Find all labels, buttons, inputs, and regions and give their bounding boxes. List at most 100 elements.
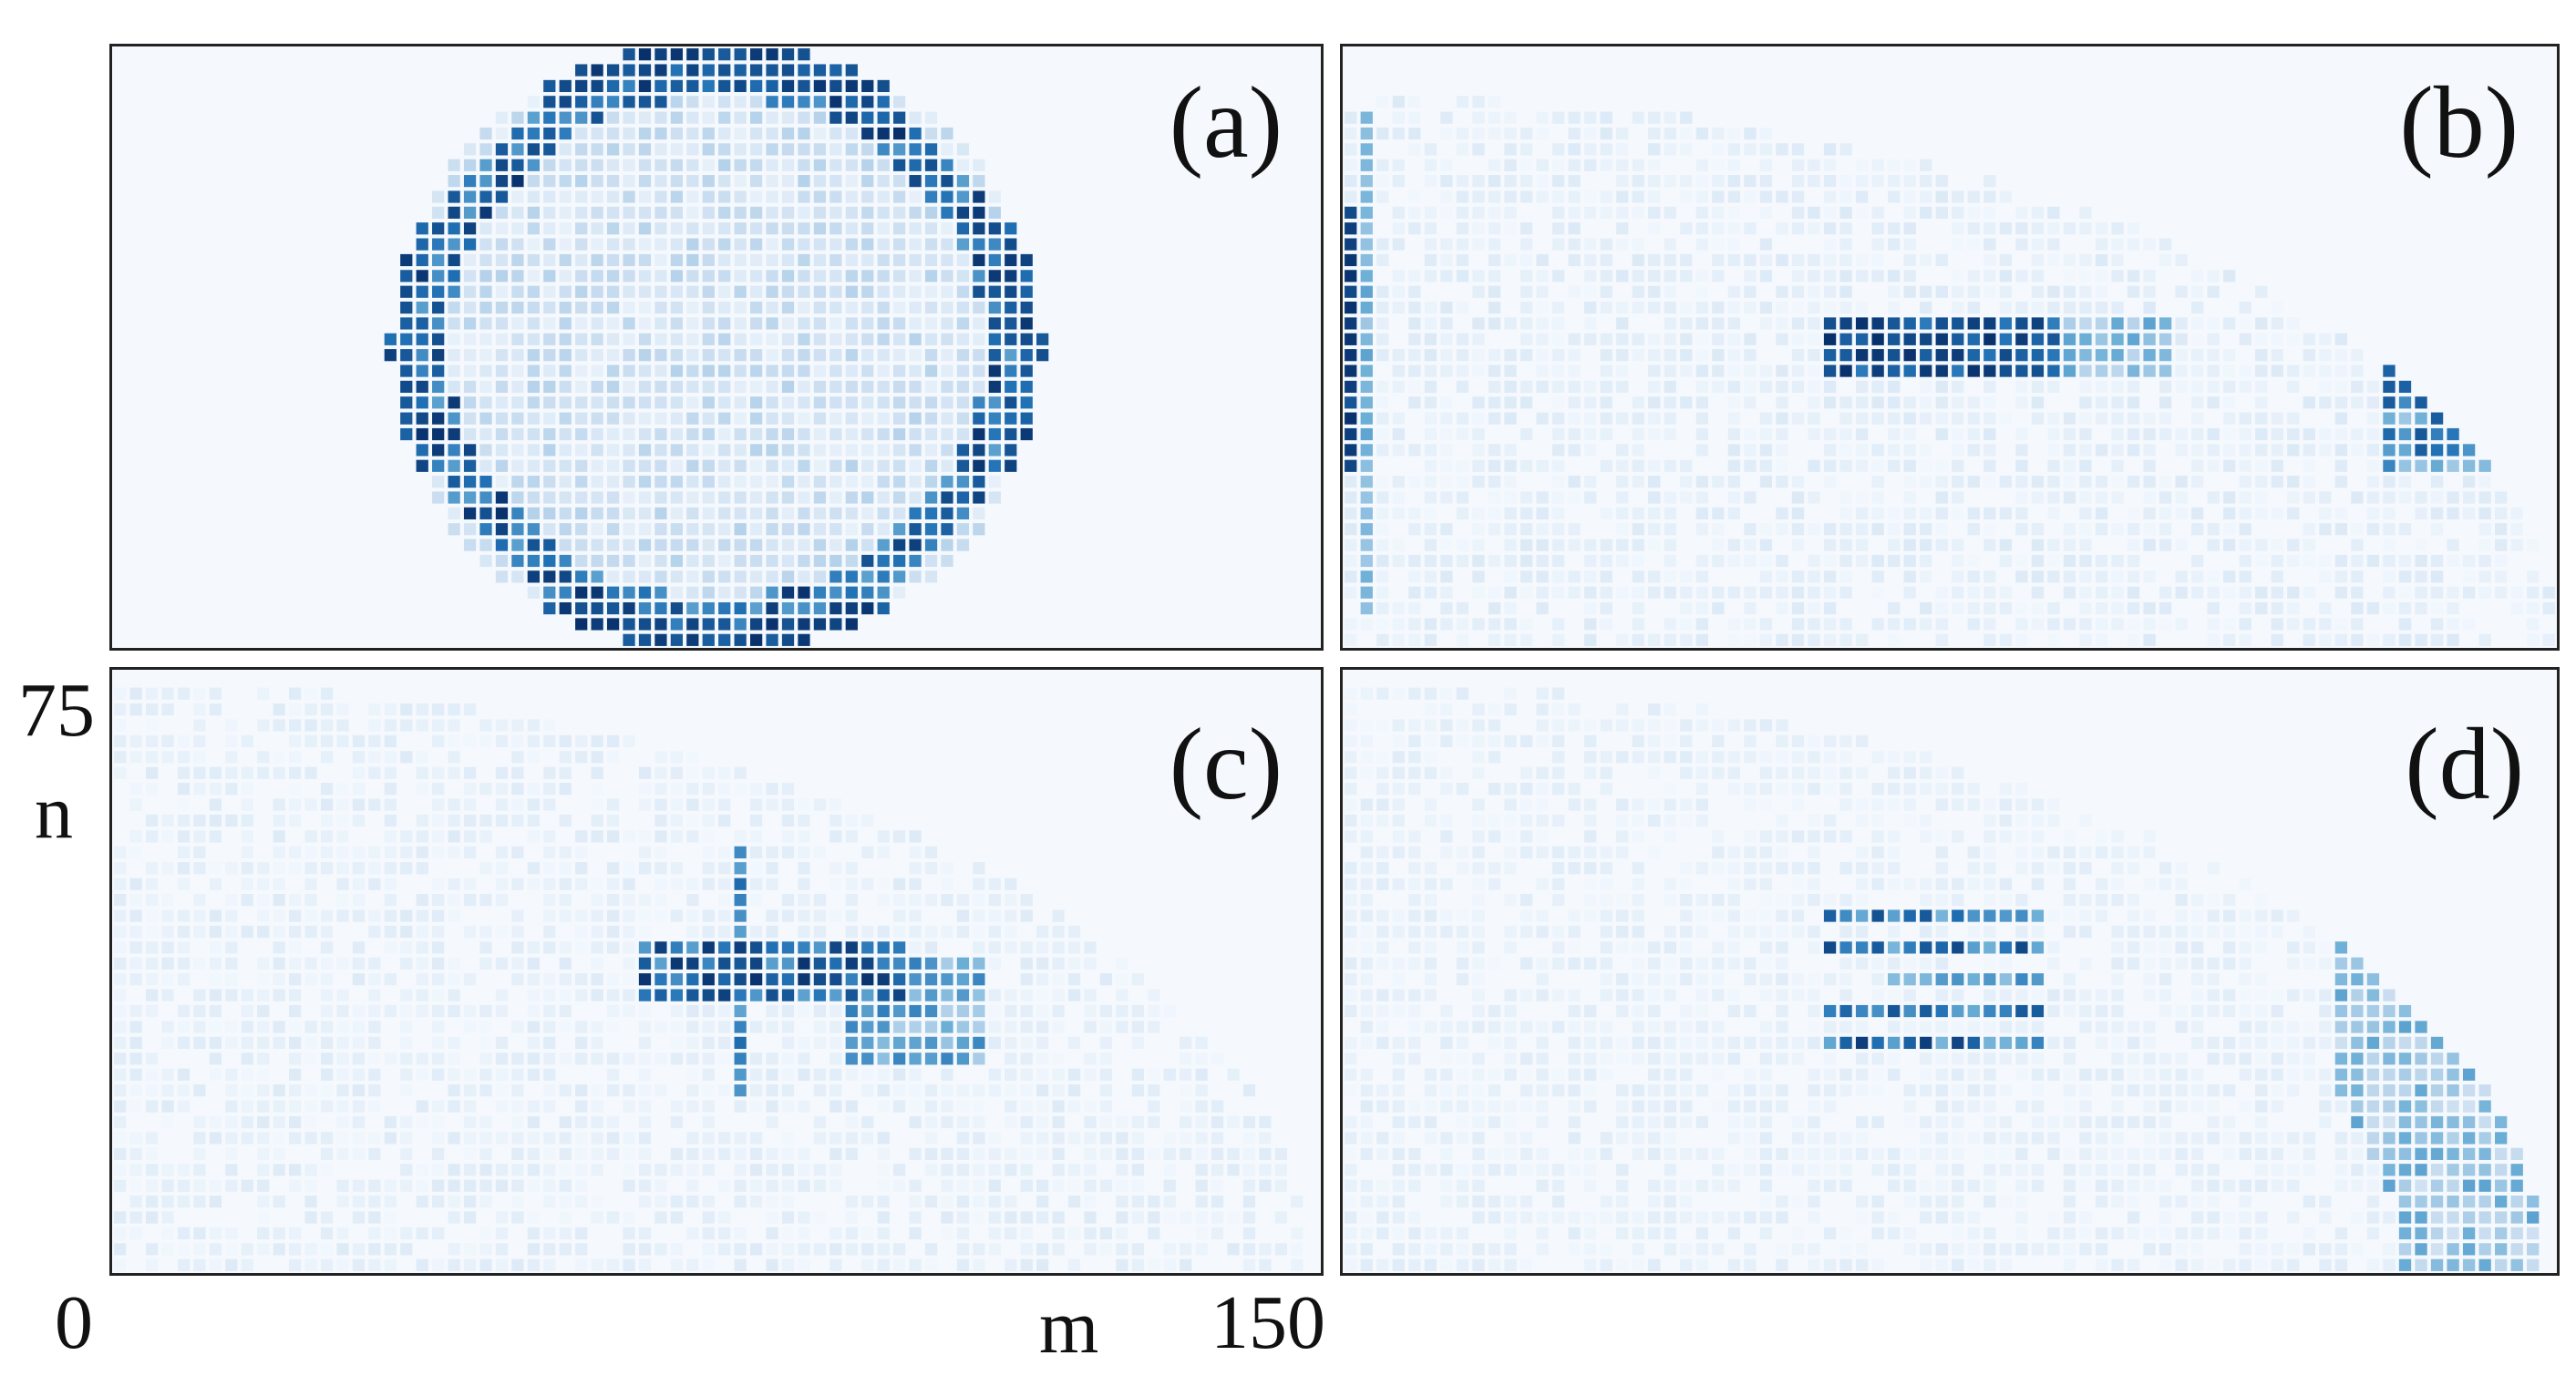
heatmap-cell: [527, 878, 540, 890]
heatmap-cell: [829, 96, 842, 108]
heatmap-cell: [2079, 459, 2092, 472]
heatmap-cell: [766, 570, 778, 583]
heatmap-cell: [2127, 285, 2140, 298]
heatmap-cell: [1967, 238, 1980, 251]
heatmap-cell: [813, 1084, 827, 1097]
heatmap-cell: [368, 1053, 381, 1065]
heatmap-cell: [877, 941, 890, 954]
heatmap-cell: [511, 143, 524, 156]
heatmap-cell: [1376, 719, 1389, 732]
heatmap-cell: [400, 427, 413, 441]
heatmap-cell: [941, 333, 953, 345]
heatmap-cell: [1632, 333, 1644, 345]
heatmap-cell: [766, 253, 778, 267]
heatmap-cell: [177, 1179, 191, 1192]
heatmap-cell: [2095, 523, 2108, 536]
heatmap-cell: [2175, 570, 2188, 583]
heatmap-cell: [1871, 253, 1884, 267]
heatmap-cell: [2366, 396, 2380, 409]
heatmap-cell: [1520, 301, 1533, 314]
heatmap-cell: [1744, 830, 1757, 843]
heatmap-cell: [845, 1021, 858, 1033]
heatmap-cell: [829, 1084, 842, 1097]
heatmap-cell: [1600, 111, 1613, 124]
heatmap-cell: [734, 618, 747, 631]
heatmap-cell: [718, 1227, 731, 1240]
heatmap-cell: [766, 301, 778, 314]
heatmap-cell: [1952, 427, 1964, 441]
heatmap-cell: [1887, 798, 1901, 811]
heatmap-cell: [2079, 349, 2092, 362]
heatmap-cell: [1345, 301, 1357, 314]
heatmap-cell: [1967, 798, 1980, 811]
heatmap-cell: [1600, 783, 1613, 796]
heatmap-cell: [861, 491, 874, 504]
heatmap-cell: [2047, 333, 2060, 345]
heatmap-cell: [813, 1243, 827, 1256]
heatmap-cell: [941, 444, 953, 457]
heatmap-cell: [973, 175, 985, 188]
heatmap-cell: [1776, 285, 1788, 298]
heatmap-cell: [1935, 507, 1948, 519]
heatmap-cell: [1392, 830, 1406, 843]
heatmap-cell: [623, 1100, 635, 1113]
heatmap-cell: [1920, 412, 1932, 425]
heatmap-cell: [2031, 618, 2045, 631]
heatmap-cell: [686, 111, 699, 124]
heatmap-cell: [988, 459, 1001, 472]
heatmap-cell: [1920, 159, 1932, 171]
heatmap-cell: [702, 941, 715, 954]
heatmap-cell: [1583, 734, 1597, 748]
heatmap-cell: [718, 1147, 731, 1160]
heatmap-cell: [988, 893, 1001, 907]
heatmap-cell: [1759, 143, 1773, 156]
heatmap-cell: [670, 751, 684, 764]
heatmap-cell: [909, 285, 922, 298]
heatmap-cell: [495, 270, 509, 282]
heatmap-cell: [495, 846, 509, 858]
heatmap-cell: [1424, 734, 1437, 748]
heatmap-cell: [575, 127, 588, 140]
heatmap-cell: [257, 989, 270, 1001]
heatmap-cell: [1376, 687, 1389, 700]
heatmap-cell: [432, 333, 445, 345]
heatmap-cell: [400, 380, 413, 394]
heatmap-cell: [1005, 1036, 1017, 1050]
heatmap-cell: [511, 349, 524, 362]
heatmap-cell: [2478, 523, 2491, 536]
heatmap-cell: [1823, 570, 1837, 583]
heatmap-cell: [591, 238, 603, 251]
heatmap-cell: [670, 396, 684, 409]
heatmap-cell: [2047, 238, 2060, 251]
heatmap-cell: [1036, 1132, 1049, 1145]
heatmap-cell: [145, 1243, 159, 1256]
heatmap-cell: [1360, 143, 1373, 156]
heatmap-cell: [575, 909, 588, 922]
heatmap-cell: [1440, 878, 1453, 890]
heatmap-cell: [1242, 1258, 1256, 1271]
heatmap-cell: [1935, 846, 1948, 858]
heatmap-cell: [559, 878, 572, 890]
heatmap-cell: [781, 79, 795, 93]
heatmap-cell: [2111, 618, 2124, 631]
heatmap-cell: [1408, 396, 1421, 409]
heatmap-cell: [1440, 175, 1453, 188]
heatmap-cell: [829, 412, 842, 425]
heatmap-cell: [1648, 253, 1661, 267]
heatmap-cell: [1131, 1132, 1144, 1145]
heatmap-cell: [1536, 333, 1549, 345]
heatmap-cell: [543, 301, 556, 314]
heatmap-cell: [623, 554, 635, 568]
heatmap-cell: [845, 539, 858, 551]
heatmap-cell: [161, 1115, 174, 1129]
heatmap-cell: [1020, 1132, 1033, 1145]
heatmap-cell: [304, 719, 317, 732]
heatmap-cell: [2175, 862, 2188, 875]
heatmap-cell: [1903, 523, 1916, 536]
heatmap-cell: [495, 206, 509, 219]
heatmap-cell: [2031, 476, 2045, 488]
heatmap-cell: [781, 554, 795, 568]
heatmap-cell: [1472, 586, 1485, 599]
heatmap-cell: [1163, 1068, 1176, 1081]
heatmap-cell: [606, 1021, 620, 1033]
